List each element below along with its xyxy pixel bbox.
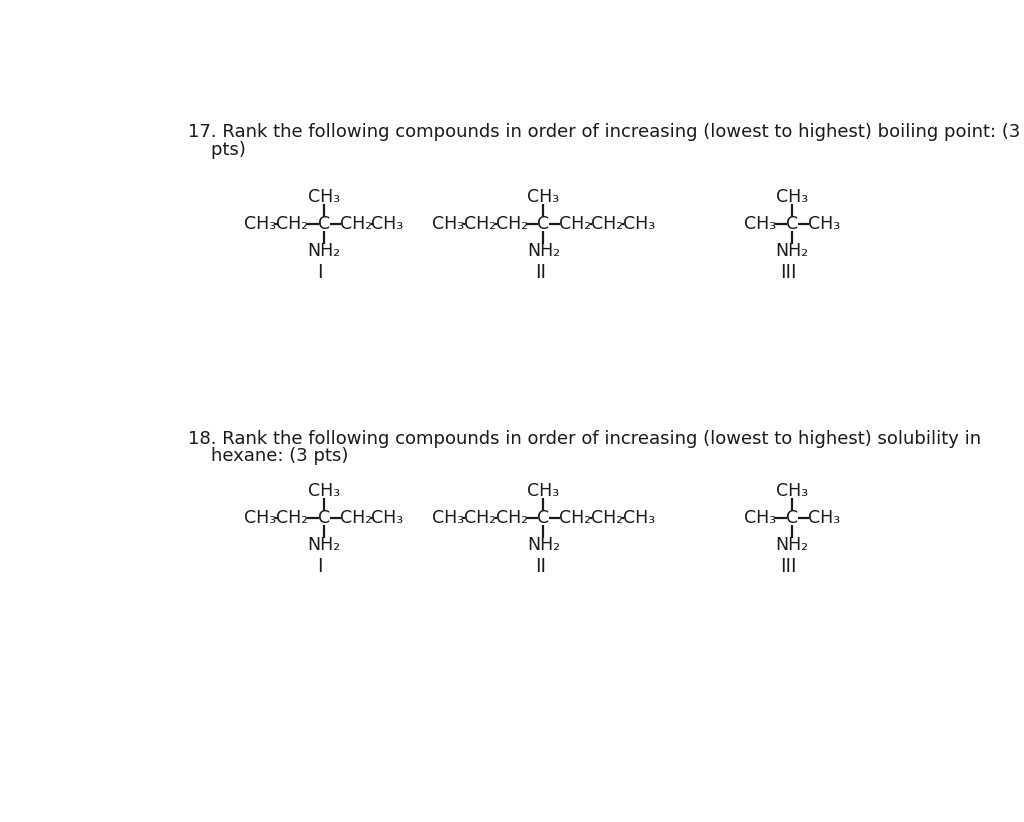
Text: C: C	[538, 215, 550, 233]
Text: 18. Rank the following compounds in order of increasing (lowest to highest) solu: 18. Rank the following compounds in orde…	[188, 430, 982, 448]
Text: CH₂: CH₂	[559, 215, 591, 233]
Text: CH₃: CH₃	[432, 510, 464, 527]
Text: CH₃: CH₃	[744, 510, 776, 527]
Text: NH₂: NH₂	[526, 242, 560, 260]
Text: CH₃: CH₃	[432, 215, 464, 233]
Text: I: I	[317, 263, 323, 282]
Text: II: II	[536, 557, 547, 576]
Text: NH₂: NH₂	[307, 242, 341, 260]
Text: C: C	[318, 510, 330, 527]
Text: CH₂: CH₂	[591, 215, 623, 233]
Text: CH₃: CH₃	[623, 215, 655, 233]
Text: NH₂: NH₂	[775, 536, 809, 554]
Text: CH₂: CH₂	[559, 510, 591, 527]
Text: CH₃: CH₃	[308, 483, 340, 501]
Text: CH₃: CH₃	[527, 188, 559, 206]
Text: CH₃: CH₃	[527, 483, 559, 501]
Text: C: C	[786, 510, 799, 527]
Text: CH₃: CH₃	[808, 215, 840, 233]
Text: CH₂: CH₂	[276, 510, 308, 527]
Text: CH₂: CH₂	[496, 215, 527, 233]
Text: NH₂: NH₂	[307, 536, 341, 554]
Text: CH₂: CH₂	[340, 215, 372, 233]
Text: 17. Rank the following compounds in order of increasing (lowest to highest) boil: 17. Rank the following compounds in orde…	[188, 123, 1021, 141]
Text: CH₃: CH₃	[372, 215, 403, 233]
Text: III: III	[780, 263, 797, 282]
Text: C: C	[318, 215, 330, 233]
Text: CH₂: CH₂	[464, 215, 496, 233]
Text: CH₃: CH₃	[372, 510, 403, 527]
Text: CH₂: CH₂	[340, 510, 372, 527]
Text: NH₂: NH₂	[775, 242, 809, 260]
Text: hexane: (3 pts): hexane: (3 pts)	[188, 447, 349, 465]
Text: C: C	[538, 510, 550, 527]
Text: CH₂: CH₂	[496, 510, 527, 527]
Text: pts): pts)	[188, 141, 247, 159]
Text: CH₃: CH₃	[245, 215, 276, 233]
Text: NH₂: NH₂	[526, 536, 560, 554]
Text: C: C	[786, 215, 799, 233]
Text: CH₃: CH₃	[308, 188, 340, 206]
Text: CH₂: CH₂	[276, 215, 308, 233]
Text: CH₂: CH₂	[591, 510, 623, 527]
Text: CH₃: CH₃	[776, 188, 808, 206]
Text: CH₃: CH₃	[623, 510, 655, 527]
Text: CH₂: CH₂	[464, 510, 496, 527]
Text: III: III	[780, 557, 797, 576]
Text: CH₃: CH₃	[776, 483, 808, 501]
Text: CH₃: CH₃	[245, 510, 276, 527]
Text: CH₃: CH₃	[808, 510, 840, 527]
Text: II: II	[536, 263, 547, 282]
Text: CH₃: CH₃	[744, 215, 776, 233]
Text: I: I	[317, 557, 323, 576]
